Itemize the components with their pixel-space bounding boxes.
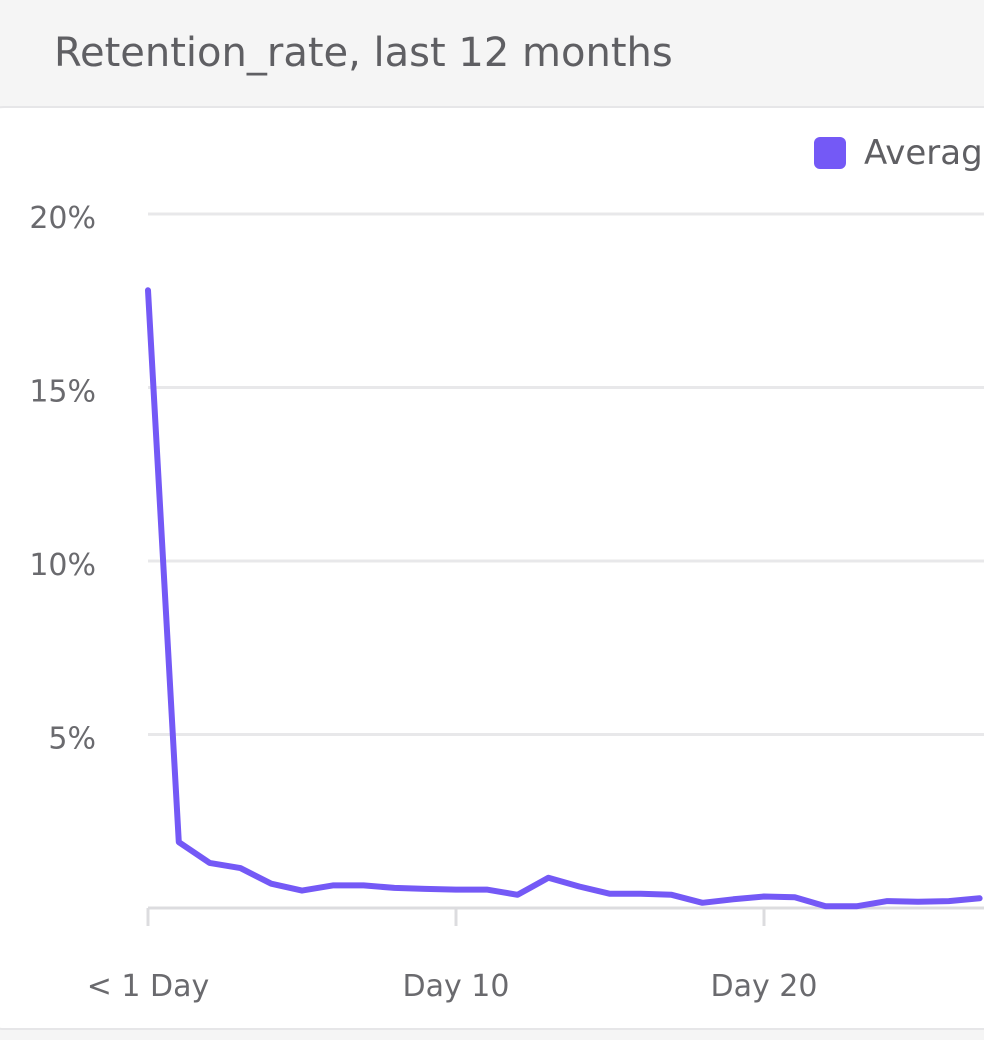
series-point — [730, 896, 736, 902]
series-point — [669, 892, 675, 898]
x-tick-label: Day 20 — [711, 969, 818, 1004]
series-point — [946, 898, 952, 904]
series-point — [268, 881, 274, 887]
grid-lines — [148, 212, 984, 736]
series-point — [884, 898, 890, 904]
series-point — [699, 900, 705, 906]
series-point — [977, 895, 983, 901]
series-point — [545, 875, 551, 881]
series-point — [915, 899, 921, 905]
series-point — [176, 839, 182, 845]
series-point — [607, 891, 613, 897]
series-point — [638, 891, 644, 897]
series-point — [145, 287, 151, 293]
series-point — [237, 865, 243, 871]
series-point — [453, 887, 459, 893]
chart-title: Retention_rate, last 12 months — [54, 30, 673, 76]
series-point — [515, 892, 521, 898]
legend-item-average[interactable]: Averag — [814, 131, 983, 175]
series-point — [484, 887, 490, 893]
axes — [146, 906, 984, 926]
series-point — [422, 886, 428, 892]
series-point — [207, 860, 213, 866]
series-point — [823, 903, 829, 909]
series-point — [792, 894, 798, 900]
y-tick-label: 15% — [29, 375, 96, 410]
series-point — [361, 882, 367, 888]
tick-labels: 20% 15% 10% 5% < 1 Day Day 10 Day 20 — [29, 201, 817, 1004]
series-point — [761, 894, 767, 900]
series-point — [576, 884, 582, 890]
y-tick-label: 20% — [29, 201, 96, 236]
series-point — [299, 888, 305, 894]
series-lines — [145, 287, 983, 910]
y-tick-label: 5% — [48, 722, 96, 757]
series-point — [853, 903, 859, 909]
x-tick-label: Day 10 — [403, 969, 510, 1004]
legend-swatch-average — [814, 137, 846, 169]
legend-label-average: Averag — [864, 133, 983, 173]
y-tick-label: 10% — [29, 548, 96, 583]
series-point — [391, 885, 397, 891]
x-tick-label: < 1 Day — [87, 969, 210, 1004]
series-point — [330, 882, 336, 888]
series-line-average — [145, 287, 983, 910]
